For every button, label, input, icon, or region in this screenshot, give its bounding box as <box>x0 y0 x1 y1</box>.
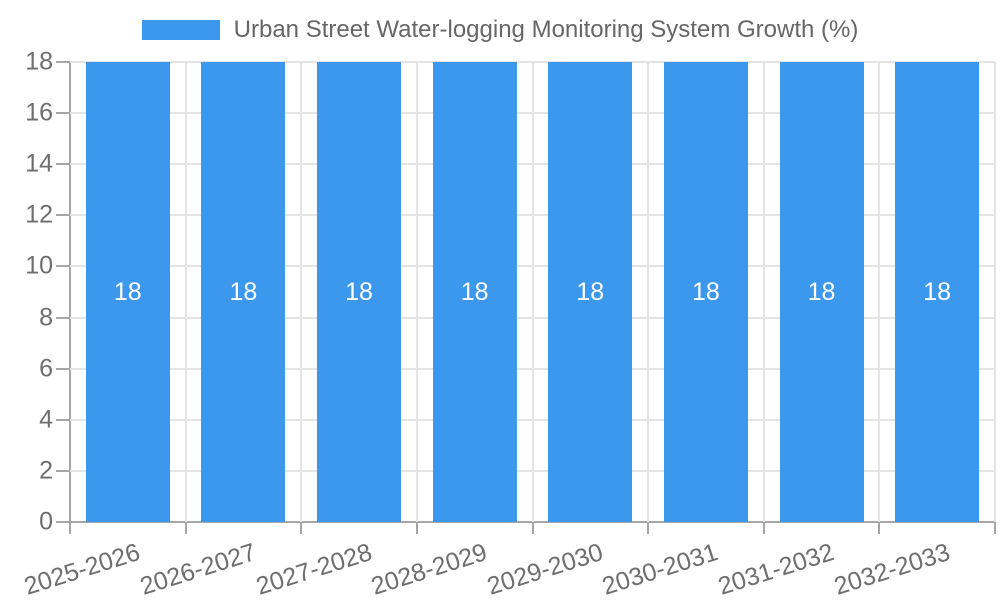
x-tick-mark <box>415 522 418 534</box>
bar[interactable]: 18 <box>85 62 170 522</box>
x-axis-tick-label-text: 2029-2030 <box>483 538 607 600</box>
bar[interactable]: 18 <box>663 62 748 522</box>
x-tick-mark <box>300 522 303 534</box>
y-tick-mark <box>56 521 70 523</box>
gridline-vertical <box>415 62 418 522</box>
y-tick-mark <box>56 418 70 421</box>
y-axis-tick-label: 10 <box>25 251 53 280</box>
y-tick-mark <box>56 316 70 319</box>
y-tick-mark <box>56 112 70 115</box>
bar[interactable]: 18 <box>432 62 517 522</box>
y-axis-tick-label: 18 <box>25 47 53 76</box>
x-tick-mark <box>531 522 534 534</box>
y-axis-tick-label: 4 <box>39 405 53 434</box>
bar-value-label: 18 <box>692 277 720 306</box>
bar[interactable]: 18 <box>895 62 980 522</box>
y-tick-mark <box>56 469 70 472</box>
legend-label: Urban Street Water-logging Monitoring Sy… <box>233 15 859 43</box>
bar[interactable]: 18 <box>779 62 864 522</box>
x-tick-mark <box>878 522 881 534</box>
x-tick-mark <box>762 522 765 534</box>
x-axis-tick-label-text: 2025-2026 <box>21 538 144 600</box>
y-axis-tick-label: 14 <box>25 149 53 178</box>
gridline-vertical <box>531 62 534 522</box>
x-tick-mark <box>994 522 996 534</box>
x-tick-mark <box>184 522 187 534</box>
y-axis-tick-label: 8 <box>39 303 53 332</box>
bar-value-label: 18 <box>923 277 952 306</box>
y-tick-mark <box>56 61 70 63</box>
gridline-vertical <box>878 62 881 522</box>
legend-swatch <box>141 20 220 40</box>
chart-legend[interactable]: Urban Street Water-logging Monitoring Sy… <box>0 16 1000 44</box>
bar[interactable]: 18 <box>317 62 402 522</box>
bar-value-label: 18 <box>807 277 836 306</box>
y-tick-mark <box>56 163 70 166</box>
y-axis-tick-label: 12 <box>25 200 53 229</box>
bar-value-label: 18 <box>460 277 489 306</box>
bar-value-label: 18 <box>576 277 605 306</box>
gridline-vertical <box>184 62 187 522</box>
y-axis-tick-label: 0 <box>39 507 53 536</box>
x-axis-tick-label-text: 2032-2033 <box>830 538 954 600</box>
bar[interactable]: 18 <box>201 62 286 522</box>
y-axis-tick-label: 16 <box>25 98 53 127</box>
y-tick-mark <box>56 214 70 217</box>
gridline-vertical <box>647 62 650 522</box>
x-axis-tick-label-text: 2031-2032 <box>714 538 838 600</box>
gridline-vertical <box>762 62 765 522</box>
x-tick-mark <box>647 522 650 534</box>
gridline-vertical <box>994 62 996 522</box>
y-tick-mark <box>56 367 70 370</box>
bar[interactable]: 18 <box>548 62 633 522</box>
x-axis-tick-label-text: 2027-2028 <box>252 538 375 600</box>
bar-value-label: 18 <box>345 277 373 306</box>
bar-value-label: 18 <box>113 277 142 306</box>
y-axis-tick-label: 2 <box>39 456 53 485</box>
x-axis-tick-label-text: 2028-2029 <box>368 538 491 600</box>
gridline-vertical <box>300 62 303 522</box>
x-tick-mark <box>69 522 71 534</box>
y-axis-tick-label: 6 <box>39 354 53 383</box>
y-tick-mark <box>56 265 70 268</box>
bar-value-label: 18 <box>229 277 258 306</box>
x-axis-tick-label-text: 2026-2027 <box>136 538 260 600</box>
x-axis-tick-label-text: 2030-2031 <box>599 538 722 600</box>
